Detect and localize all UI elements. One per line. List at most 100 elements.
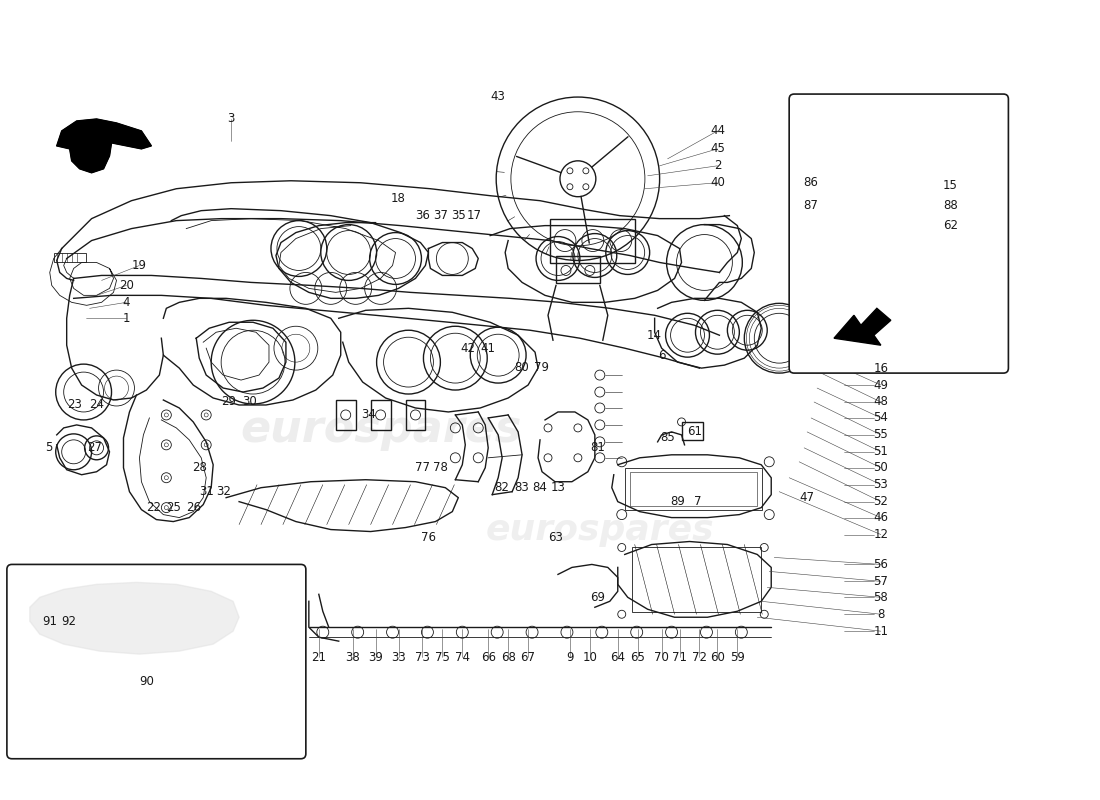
Text: 57: 57 — [873, 575, 889, 588]
Text: 52: 52 — [873, 495, 889, 508]
Text: 59: 59 — [730, 650, 745, 664]
Bar — [189, 639, 231, 659]
Text: 8: 8 — [877, 608, 884, 621]
Text: 82: 82 — [495, 481, 509, 494]
Text: 55: 55 — [873, 428, 888, 442]
Bar — [857, 221, 884, 238]
Text: 80: 80 — [515, 361, 529, 374]
Bar — [629, 472, 757, 506]
Text: 76: 76 — [421, 531, 436, 544]
Text: 34: 34 — [361, 409, 376, 422]
Text: 4: 4 — [123, 296, 130, 309]
Text: 67: 67 — [520, 650, 536, 664]
Bar — [371, 400, 390, 430]
Text: 49: 49 — [873, 378, 889, 391]
Text: 43: 43 — [491, 90, 506, 102]
Text: 87: 87 — [804, 199, 818, 212]
Text: 30: 30 — [242, 395, 256, 409]
Bar — [406, 400, 426, 430]
Text: 39: 39 — [368, 650, 383, 664]
Text: 45: 45 — [710, 142, 725, 155]
Text: 81: 81 — [591, 442, 605, 454]
Text: 72: 72 — [692, 650, 707, 664]
Text: 15: 15 — [943, 179, 958, 192]
Text: 91: 91 — [42, 614, 57, 628]
Text: 85: 85 — [660, 431, 675, 444]
Bar — [336, 400, 355, 430]
Text: 22: 22 — [146, 501, 161, 514]
Text: 35: 35 — [451, 209, 465, 222]
Text: 61: 61 — [688, 426, 702, 438]
Bar — [556, 255, 600, 283]
Text: 36: 36 — [415, 209, 430, 222]
Text: 78: 78 — [433, 462, 448, 474]
Text: 90: 90 — [139, 674, 154, 687]
Polygon shape — [57, 119, 152, 173]
Text: 50: 50 — [873, 462, 888, 474]
Text: 26: 26 — [186, 501, 200, 514]
Text: 11: 11 — [873, 625, 889, 638]
Text: 44: 44 — [710, 125, 725, 138]
Text: 25: 25 — [166, 501, 180, 514]
Text: 42: 42 — [461, 342, 476, 354]
Text: 68: 68 — [500, 650, 516, 664]
Text: 58: 58 — [873, 591, 888, 604]
Text: OPTIONAL: OPTIONAL — [24, 737, 103, 751]
Text: 79: 79 — [534, 361, 549, 374]
Text: 31: 31 — [199, 485, 213, 498]
Text: 27: 27 — [87, 442, 102, 454]
Text: 74: 74 — [454, 650, 470, 664]
Text: 64: 64 — [610, 650, 625, 664]
Text: 33: 33 — [392, 650, 406, 664]
Bar — [682, 422, 704, 440]
Text: 84: 84 — [532, 481, 548, 494]
Text: 69: 69 — [591, 591, 605, 604]
Text: 17: 17 — [466, 209, 482, 222]
Text: 73: 73 — [415, 650, 430, 664]
Text: 16: 16 — [873, 362, 889, 374]
Text: 2: 2 — [714, 159, 722, 172]
Text: 48: 48 — [873, 395, 889, 409]
Text: eurospares: eurospares — [485, 513, 714, 546]
Text: 40: 40 — [710, 176, 725, 190]
Text: 86: 86 — [804, 176, 818, 190]
Text: 29: 29 — [221, 395, 236, 409]
Text: 70: 70 — [654, 650, 669, 664]
Text: 7: 7 — [694, 495, 701, 508]
Text: 65: 65 — [630, 650, 645, 664]
Text: eurospares: eurospares — [240, 408, 521, 451]
Text: 60: 60 — [710, 650, 725, 664]
Text: 54: 54 — [873, 411, 889, 425]
FancyBboxPatch shape — [789, 94, 1009, 373]
Bar — [625, 468, 762, 510]
Text: 12: 12 — [873, 528, 889, 541]
Text: 14: 14 — [647, 329, 662, 342]
Text: 6: 6 — [658, 349, 666, 362]
Text: 24: 24 — [89, 398, 104, 411]
Text: 41: 41 — [481, 342, 496, 354]
Text: 18: 18 — [392, 192, 406, 206]
Text: 9: 9 — [566, 650, 574, 664]
Text: 46: 46 — [873, 511, 889, 524]
Text: 20: 20 — [119, 279, 134, 292]
Text: 28: 28 — [191, 462, 207, 474]
Text: 1: 1 — [123, 312, 130, 325]
Text: 37: 37 — [433, 209, 448, 222]
Text: 77: 77 — [415, 462, 430, 474]
Text: 92: 92 — [62, 614, 76, 628]
Text: 51: 51 — [873, 446, 889, 458]
Text: 89: 89 — [670, 495, 685, 508]
Bar — [550, 218, 635, 263]
Text: 83: 83 — [515, 481, 529, 494]
Text: 75: 75 — [434, 650, 450, 664]
Text: 53: 53 — [873, 478, 888, 491]
Bar — [631, 547, 761, 612]
Polygon shape — [834, 308, 891, 345]
Text: 32: 32 — [216, 485, 231, 498]
Text: 47: 47 — [800, 491, 815, 504]
Text: 66: 66 — [481, 650, 496, 664]
FancyBboxPatch shape — [7, 565, 306, 758]
Text: 19: 19 — [132, 259, 147, 272]
Text: 62: 62 — [943, 219, 958, 232]
Text: 56: 56 — [873, 558, 889, 571]
